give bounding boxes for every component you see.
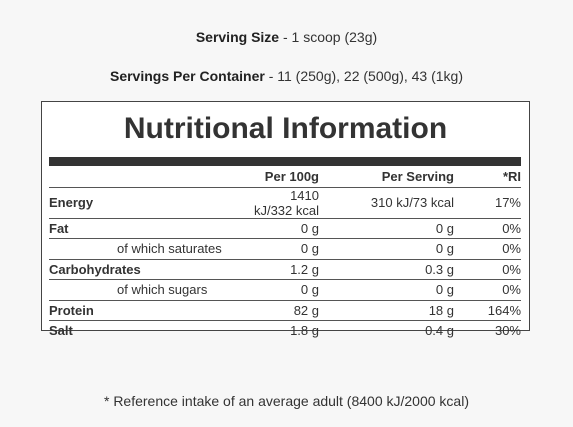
header-cell: Per 100g <box>249 167 319 188</box>
cell: 82 g <box>249 300 319 321</box>
cell: 0 g <box>249 279 319 301</box>
cell: 0% <box>454 279 521 301</box>
cell: 0% <box>454 238 521 260</box>
servings-per-container: Servings Per Container - 11 (250g), 22 (… <box>0 68 573 84</box>
value: - 11 (250g), 22 (500g), 43 (1kg) <box>268 68 463 84</box>
cell: of which saturates <box>49 238 249 260</box>
cell: 310 kJ/73 kcal <box>319 187 454 219</box>
cell: 0 g <box>319 279 454 301</box>
value: - 1 scoop (23g) <box>282 29 378 45</box>
label: Servings Per Container <box>109 68 265 84</box>
cell: 1410 kJ/332 kcal <box>249 187 319 219</box>
row: Protein 82 g 18 g 164% <box>49 300 521 321</box>
cell: 18 g <box>319 300 454 321</box>
cell: 17% <box>454 187 521 219</box>
footnote: * Reference intake of an average adult (… <box>103 393 469 409</box>
cell: 1.8 g <box>290 323 319 339</box>
cell: Energy <box>49 187 249 219</box>
header-cell <box>49 167 249 188</box>
cell: 0 g <box>249 238 319 260</box>
cell: Salt <box>49 323 73 339</box>
cell: of which sugars <box>49 279 249 301</box>
nutrition-table: Per 100g Per Serving *RI Energy 1410 kJ/332… <box>49 167 521 341</box>
cell: Fat <box>49 218 249 239</box>
header-cell: *RI <box>454 167 521 188</box>
row: Carbohydrates 1.2 g 0.3 g 0% <box>49 259 521 280</box>
cell: 0 g <box>319 238 454 260</box>
panel-title: Nutritional Information <box>123 112 448 145</box>
serving-size: Serving Size - 1 scoop (23g) <box>0 29 573 45</box>
cell: Carbohydrates <box>49 259 249 280</box>
cell: 0.3 g <box>319 259 454 280</box>
nutrition-panel: Nutritional Information Per 100g Per Serv… <box>41 101 530 338</box>
header-row: Per 100g Per Serving *RI <box>49 167 521 188</box>
cell: 0 g <box>319 218 454 239</box>
row: Salt 1.8 g 0.4 g 30% <box>49 321 521 341</box>
cell: 30% <box>494 323 521 339</box>
cell: 0 g <box>249 218 319 239</box>
cell: 0% <box>454 218 521 239</box>
row: Energy 1410 kJ/332 kcal 310 kJ/73 kcal 17% <box>49 187 521 219</box>
cell: 0.4 g <box>425 323 454 339</box>
label: Serving Size <box>195 29 280 45</box>
cell: 164% <box>454 300 521 321</box>
cell: 1.2 g <box>249 259 319 280</box>
header-cell: Per Serving <box>319 167 454 188</box>
cell: 0% <box>454 259 521 280</box>
cell: Protein <box>49 300 249 321</box>
divider <box>49 157 521 166</box>
